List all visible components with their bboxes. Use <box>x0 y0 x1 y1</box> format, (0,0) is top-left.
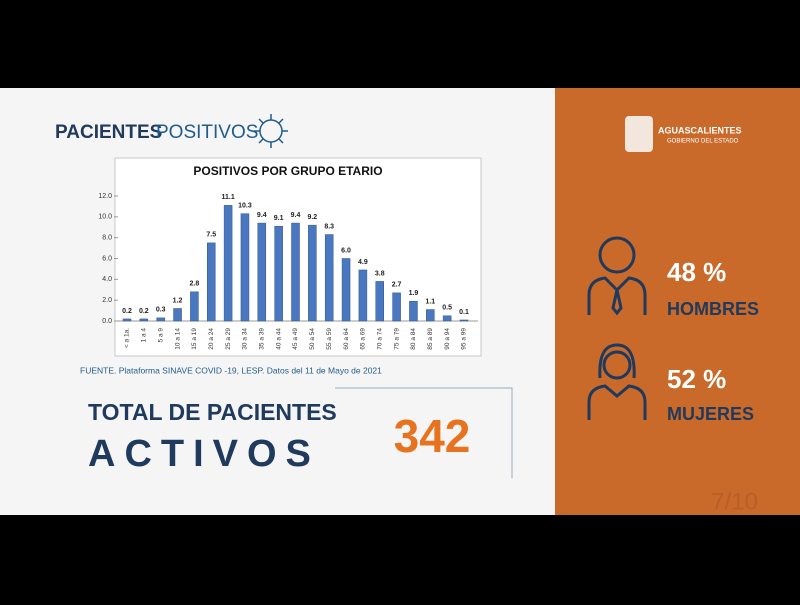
x-tick-label: 80 a 84 <box>410 328 417 350</box>
value-label: 0.1 <box>459 309 469 316</box>
bar <box>358 269 368 322</box>
bar <box>324 234 334 322</box>
bar <box>139 318 149 322</box>
y-tick-label: 2.0 <box>102 297 112 304</box>
value-label: 9.2 <box>307 214 317 221</box>
bar <box>409 300 418 322</box>
bar <box>207 242 216 322</box>
value-label: 0.3 <box>156 307 166 314</box>
value-label: 10.3 <box>238 203 252 210</box>
logo-emblem <box>625 116 653 152</box>
x-tick-label: 75 a 79 <box>393 328 400 350</box>
x-tick-label: 65 a 69 <box>360 328 367 350</box>
side-panel <box>555 88 800 515</box>
value-label: 4.9 <box>358 259 368 266</box>
bar <box>291 222 300 322</box>
x-tick-label: 70 a 74 <box>376 328 383 350</box>
x-tick-label: 35 a 39 <box>259 328 266 350</box>
value-label: 2.7 <box>392 282 402 289</box>
value-label: 11.1 <box>221 194 234 201</box>
logo-name: AGUASCALIENTES <box>658 125 742 135</box>
heading-bold: PACIENTES <box>55 122 162 143</box>
value-label: 8.3 <box>324 223 334 230</box>
bar <box>375 281 384 322</box>
x-tick-label: 30 a 34 <box>242 328 249 350</box>
source: FUENTE. Plataforma SINAVE COVID -19, LES… <box>80 365 382 375</box>
women-label: MUJERES <box>667 404 754 424</box>
logo-sub: GOBIERNO DEL ESTADO <box>667 139 739 145</box>
y-tick-label: 0.0 <box>102 318 112 325</box>
total-line2: ACTIVOS <box>88 433 320 475</box>
value-label: 9.4 <box>291 212 301 219</box>
bar <box>459 319 469 322</box>
x-tick-label: 95 a 99 <box>461 328 468 350</box>
total-frame <box>335 387 513 478</box>
value-label: 1.9 <box>409 290 419 297</box>
bar <box>240 213 250 322</box>
value-label: 7.5 <box>206 232 216 239</box>
x-tick-label: 90 a 94 <box>444 328 451 350</box>
x-tick-label: 85 a 89 <box>427 328 434 350</box>
bar <box>257 222 267 322</box>
value-label: 1.2 <box>173 297 183 304</box>
men-label: HOMBRES <box>667 299 759 319</box>
bar <box>156 317 165 322</box>
bar <box>122 318 132 322</box>
page-number: 7/10 <box>711 488 758 515</box>
x-tick-label: 55 a 59 <box>326 328 333 350</box>
women-percent: 52 % <box>667 364 726 394</box>
x-tick-label: 10 a 14 <box>174 328 181 350</box>
bar <box>190 291 199 322</box>
value-label: 0.5 <box>442 305 452 312</box>
bar <box>223 205 233 322</box>
x-tick-label: 1 a 4 <box>141 328 148 343</box>
x-tick-label: 40 a 44 <box>275 328 282 350</box>
x-tick-label: 15 a 19 <box>191 328 198 350</box>
x-tick-label: 60 a 64 <box>343 328 350 350</box>
men-percent: 48 % <box>667 257 726 287</box>
x-tick-label: 45 a 49 <box>292 328 299 350</box>
woman-icon <box>587 343 647 420</box>
chart-title: POSITIVOS POR GRUPO ETARIO <box>193 164 382 178</box>
bar <box>173 308 182 322</box>
x-tick-label: 20 a 24 <box>208 328 215 350</box>
heading-light: POSITIVOS <box>156 122 258 143</box>
y-tick-label: 6.0 <box>102 255 112 262</box>
bar <box>392 292 401 322</box>
y-tick-label: 10.0 <box>98 214 112 221</box>
bar <box>308 224 317 322</box>
total-value: 342 <box>394 410 471 462</box>
x-tick-label: 25 a 29 <box>225 328 232 350</box>
value-label: 6.0 <box>341 247 351 254</box>
x-tick-label: < a 1a. <box>124 328 131 348</box>
y-tick-label: 4.0 <box>102 276 112 283</box>
y-tick-label: 12.0 <box>98 193 112 200</box>
value-label: 3.8 <box>375 270 385 277</box>
y-tick-label: 8.0 <box>102 235 112 242</box>
man-icon <box>587 236 647 316</box>
bar <box>341 258 351 322</box>
x-tick-label: 5 a 9 <box>157 328 164 343</box>
virus-icon <box>254 114 288 148</box>
value-label: 1.1 <box>425 298 435 305</box>
bar <box>426 309 435 322</box>
value-label: 0.2 <box>122 308 132 315</box>
bar <box>442 315 452 322</box>
value-label: 0.2 <box>139 308 149 315</box>
bar <box>274 225 283 322</box>
value-label: 9.1 <box>274 215 284 222</box>
value-label: 2.8 <box>190 281 200 288</box>
total-line1: TOTAL DE PACIENTES <box>88 399 337 425</box>
value-label: 9.4 <box>257 212 267 219</box>
x-tick-label: 50 a 54 <box>309 328 316 350</box>
